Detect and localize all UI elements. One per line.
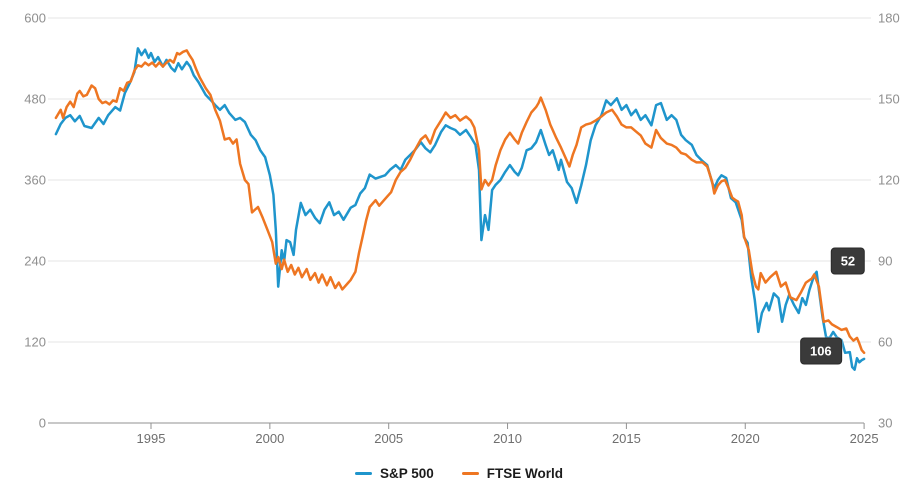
legend-label-ftse-world: FTSE World (486, 466, 564, 481)
x-axis-label: 2010 (493, 431, 522, 446)
series-line-s-p-500 (54, 47, 866, 371)
legend-item-ftse-world: FTSE World (461, 466, 564, 481)
value-badge-sp500: 106 (799, 337, 842, 365)
x-axis-label: 2000 (255, 431, 284, 446)
value-badge-ftse-world-label: 52 (840, 253, 856, 269)
x-axis-label: 2020 (731, 431, 760, 446)
y-axis-left-label: 360 (24, 173, 46, 188)
legend-swatch-ftse-world-icon (461, 472, 479, 475)
x-axis-label: 2005 (374, 431, 403, 446)
x-axis-label: 2015 (612, 431, 641, 446)
y-axis-left-label: 480 (24, 92, 46, 107)
legend-swatch-sp500-icon (354, 472, 372, 475)
y-axis-right-label: 30 (878, 416, 892, 431)
y-axis-left-label: 0 (39, 416, 46, 431)
legend: S&P 500 FTSE World (0, 466, 918, 481)
value-badge-sp500-label: 106 (809, 343, 832, 359)
x-axis-label: 2025 (850, 431, 879, 446)
y-axis-left-label: 120 (24, 335, 46, 350)
y-axis-right-label: 180 (878, 11, 900, 26)
y-axis-right-label: 60 (878, 335, 892, 350)
y-axis-right-label: 150 (878, 92, 900, 107)
legend-item-sp500: S&P 500 (354, 466, 434, 481)
x-axis-label: 1995 (137, 431, 166, 446)
y-axis-left-label: 600 (24, 11, 46, 26)
value-badge-ftse-world: 52 (830, 247, 866, 275)
legend-label-sp500: S&P 500 (379, 466, 434, 481)
y-axis-right-label: 120 (878, 173, 900, 188)
y-axis-right-label: 90 (878, 254, 892, 269)
y-axis-left-label: 240 (24, 254, 46, 269)
series-line-ftse-world (54, 49, 866, 355)
